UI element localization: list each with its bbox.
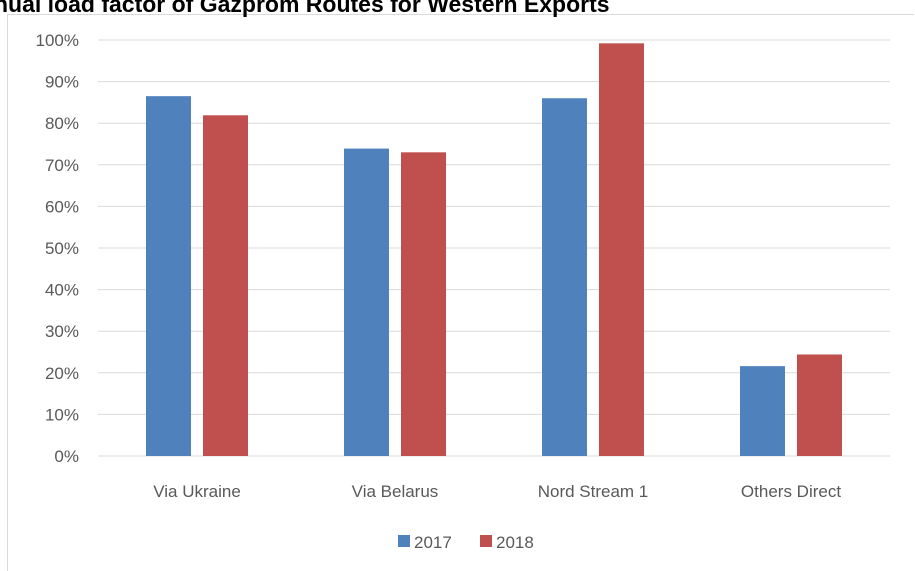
- y-tick-label: 40%: [45, 281, 79, 300]
- legend-swatch-2017: [398, 535, 410, 547]
- y-tick-label: 20%: [45, 364, 79, 383]
- x-axis-category-labels: Via Ukraine Via Belarus Nord Stream 1 Other…: [153, 482, 841, 501]
- y-tick-label: 0%: [54, 447, 79, 466]
- x-category-label: Nord Stream 1: [538, 482, 649, 501]
- y-tick-label: 60%: [45, 197, 79, 216]
- y-tick-label: 30%: [45, 322, 79, 341]
- y-tick-label: 100%: [36, 31, 79, 50]
- x-category-label: Others Direct: [741, 482, 841, 501]
- bar-2017-others-direct: [740, 366, 785, 456]
- y-tick-label: 10%: [45, 405, 79, 424]
- y-tick-label: 50%: [45, 239, 79, 258]
- bar-2018-nord-stream-1: [599, 43, 644, 456]
- bar-2018-via-ukraine: [203, 115, 248, 457]
- bars: [146, 43, 842, 457]
- bar-2017-via-belarus: [344, 148, 389, 457]
- y-tick-label: 70%: [45, 156, 79, 175]
- legend: 2017 2018: [398, 533, 534, 552]
- x-category-label: Via Ukraine: [153, 482, 241, 501]
- bar-2018-via-belarus: [401, 152, 446, 456]
- legend-swatch-2018: [480, 535, 492, 547]
- x-category-label: Via Belarus: [352, 482, 439, 501]
- y-tick-label: 80%: [45, 114, 79, 133]
- legend-label-2018: 2018: [496, 533, 534, 552]
- chart-title: nual load factor of Gazprom Routes for W…: [0, 0, 610, 17]
- bar-2017-nord-stream-1: [542, 98, 587, 457]
- bar-2017-via-ukraine: [146, 96, 191, 456]
- legend-label-2017: 2017: [414, 533, 452, 552]
- y-tick-label: 90%: [45, 73, 79, 92]
- bar-2018-others-direct: [797, 354, 842, 456]
- y-axis-tick-labels: 0% 10% 20% 30% 40% 50% 60% 70% 80% 90% 100%: [36, 31, 79, 466]
- chart-frame: [7, 14, 914, 571]
